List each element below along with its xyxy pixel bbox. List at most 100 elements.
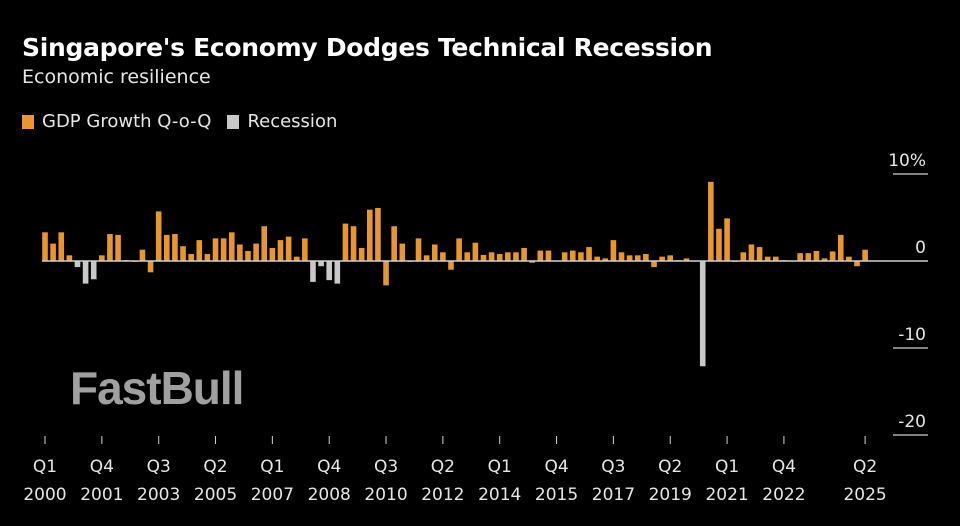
gdp-bar — [285, 236, 292, 261]
x-tick-year: 2015 — [535, 485, 578, 505]
gdp-bar — [107, 234, 113, 261]
gdp-bar — [513, 252, 519, 261]
gdp-bar — [415, 238, 422, 261]
chart-subtitle: Economic resilience — [22, 66, 211, 88]
gdp-bar — [440, 252, 446, 261]
gdp-bar — [496, 254, 503, 261]
gdp-bar — [350, 226, 357, 261]
gdp-bar — [561, 252, 568, 261]
gdp-bar — [367, 209, 373, 261]
recession-bar — [318, 261, 324, 267]
x-tick-quarter: Q4 — [772, 457, 796, 477]
gdp-bar — [651, 261, 657, 268]
x-tick-year: 2017 — [592, 485, 635, 505]
x-tick-quarter: Q4 — [317, 457, 341, 477]
gdp-bar — [99, 255, 105, 261]
gdp-bar — [570, 250, 576, 261]
gdp-bar — [829, 251, 836, 261]
x-tick-quarter: Q1 — [33, 457, 57, 477]
gdp-bar — [505, 252, 511, 261]
gdp-bar — [764, 256, 771, 261]
x-tick-quarter: Q3 — [147, 457, 171, 477]
gdp-bar — [464, 252, 471, 261]
gdp-bar — [204, 254, 211, 261]
x-tick-quarter: Q1 — [715, 457, 739, 477]
gdp-bar — [253, 243, 259, 261]
gdp-bar — [521, 247, 527, 261]
x-tick-year: 2005 — [194, 485, 237, 505]
gdp-bar — [269, 247, 276, 261]
gdp-bar — [164, 234, 170, 261]
gdp-bar — [602, 258, 609, 261]
gdp-bar — [115, 234, 121, 261]
gdp-bar — [66, 255, 73, 261]
gdp-bar — [488, 252, 495, 261]
gdp-bar — [537, 250, 544, 261]
gdp-bar — [293, 256, 300, 261]
gdp-bar — [813, 250, 820, 261]
gdp-bar — [42, 232, 48, 261]
legend-label-recession: Recession — [247, 111, 338, 132]
legend-swatch-recession — [227, 114, 240, 129]
gdp-bar — [188, 254, 194, 261]
gdp-bar — [139, 249, 146, 261]
gdp-bar — [456, 238, 462, 261]
recession-bar — [310, 261, 316, 282]
gdp-bar — [180, 246, 186, 261]
gdp-bar — [821, 258, 828, 261]
gdp-bar — [862, 249, 868, 261]
gdp-bar — [196, 240, 203, 261]
x-tick-year: 2012 — [421, 485, 464, 505]
recession-bar — [82, 261, 89, 284]
legend-item-recession: Recession — [227, 111, 337, 132]
gdp-bar — [610, 240, 617, 261]
x-tick-year: 2014 — [478, 485, 521, 505]
gdp-bar — [342, 223, 349, 261]
x-tick-quarter: Q3 — [601, 457, 625, 477]
gdp-bar — [472, 242, 479, 261]
y-tick-label: -20 — [898, 412, 926, 432]
gdp-bar — [399, 243, 406, 261]
gdp-bar — [683, 258, 690, 261]
gdp-bar — [708, 181, 714, 261]
gdp-bar — [667, 255, 674, 261]
x-tick-quarter: Q2 — [431, 457, 455, 477]
gdp-bar — [261, 226, 268, 261]
gdp-bar — [245, 250, 251, 261]
x-tick-year: 2021 — [705, 485, 748, 505]
gdp-bar — [578, 252, 584, 261]
gdp-bar — [212, 238, 219, 261]
legend-swatch-gdp — [22, 114, 34, 129]
watermark-logo: FastBull — [70, 362, 244, 414]
gdp-bar — [756, 247, 763, 261]
gdp-bar — [480, 254, 487, 261]
gdp-bar — [155, 211, 162, 261]
gdp-bar — [228, 232, 235, 261]
legend: GDP Growth Q-o-Q Recession — [22, 111, 353, 132]
gdp-bar — [529, 261, 535, 263]
gdp-bar — [302, 238, 308, 261]
recession-bar — [334, 261, 341, 284]
y-tick-label: 10% — [888, 151, 926, 171]
x-tick-quarter: Q2 — [203, 457, 227, 477]
gdp-bar — [586, 247, 592, 261]
chart-title: Singapore's Economy Dodges Technical Rec… — [22, 33, 713, 62]
gdp-bar — [618, 252, 625, 261]
x-tick-year: 2019 — [649, 485, 692, 505]
gdp-bar — [724, 218, 730, 261]
gdp-bar — [50, 243, 56, 261]
gdp-bar — [594, 256, 600, 261]
x-tick-year: 2001 — [80, 485, 123, 505]
x-tick-quarter: Q1 — [488, 457, 512, 477]
x-tick-quarter: Q2 — [853, 457, 877, 477]
gdp-bar — [659, 256, 665, 261]
gdp-bar — [545, 250, 552, 261]
gdp-bar — [147, 261, 154, 273]
x-tick-quarter: Q1 — [260, 457, 284, 477]
gdp-bar — [448, 261, 454, 270]
x-tick-year: 2008 — [308, 485, 351, 505]
gdp-bar — [423, 255, 430, 261]
x-tick-year: 2010 — [364, 485, 407, 505]
legend-label-gdp: GDP Growth Q-o-Q — [42, 111, 212, 132]
x-tick-year: 2025 — [843, 485, 886, 505]
